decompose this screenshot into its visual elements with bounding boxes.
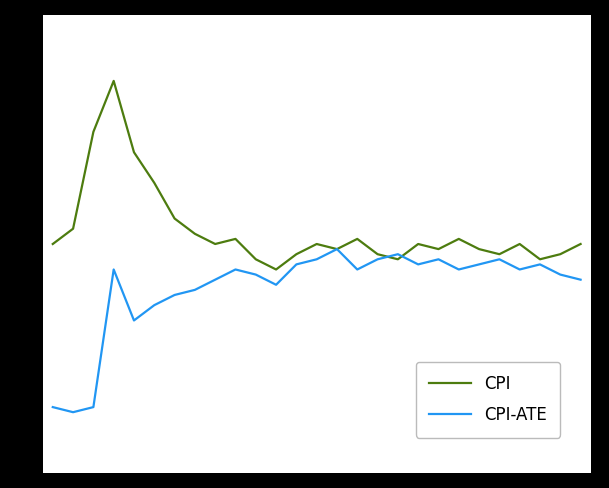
CPI bbox=[415, 241, 422, 247]
CPI-ATE bbox=[455, 266, 462, 272]
CPI-ATE bbox=[191, 287, 199, 293]
CPI bbox=[394, 256, 401, 262]
CPI bbox=[171, 216, 178, 222]
CPI-ATE bbox=[69, 409, 77, 415]
CPI-ATE bbox=[293, 262, 300, 267]
CPI-ATE bbox=[232, 266, 239, 272]
CPI bbox=[435, 246, 442, 252]
CPI bbox=[232, 236, 239, 242]
CPI-ATE bbox=[577, 277, 584, 283]
CPI bbox=[496, 251, 503, 257]
CPI-ATE bbox=[496, 256, 503, 262]
CPI bbox=[211, 241, 219, 247]
CPI-ATE bbox=[130, 318, 138, 324]
CPI-ATE bbox=[313, 256, 320, 262]
CPI bbox=[333, 246, 340, 252]
CPI-ATE bbox=[537, 262, 544, 267]
CPI-ATE bbox=[476, 262, 483, 267]
Legend: CPI, CPI-ATE: CPI, CPI-ATE bbox=[416, 362, 560, 438]
CPI-ATE bbox=[354, 266, 361, 272]
CPI-ATE bbox=[211, 277, 219, 283]
CPI-ATE bbox=[49, 404, 57, 410]
CPI-ATE bbox=[557, 272, 564, 278]
CPI-ATE bbox=[333, 246, 340, 252]
CPI bbox=[49, 241, 57, 247]
CPI bbox=[191, 231, 199, 237]
CPI bbox=[577, 241, 584, 247]
CPI bbox=[90, 129, 97, 135]
CPI-ATE bbox=[394, 251, 401, 257]
CPI-ATE bbox=[435, 256, 442, 262]
CPI-ATE bbox=[150, 302, 158, 308]
CPI bbox=[150, 180, 158, 186]
CPI bbox=[69, 226, 77, 232]
CPI bbox=[537, 256, 544, 262]
CPI-ATE bbox=[374, 256, 381, 262]
CPI-ATE bbox=[90, 404, 97, 410]
Line: CPI: CPI bbox=[53, 81, 580, 269]
CPI bbox=[476, 246, 483, 252]
CPI-ATE bbox=[272, 282, 280, 288]
CPI bbox=[252, 256, 259, 262]
CPI-ATE bbox=[171, 292, 178, 298]
CPI bbox=[293, 251, 300, 257]
CPI-ATE bbox=[110, 266, 118, 272]
Line: CPI-ATE: CPI-ATE bbox=[53, 249, 580, 412]
CPI bbox=[455, 236, 462, 242]
CPI bbox=[110, 78, 118, 84]
CPI bbox=[130, 149, 138, 155]
CPI-ATE bbox=[252, 272, 259, 278]
CPI bbox=[374, 251, 381, 257]
CPI bbox=[354, 236, 361, 242]
CPI-ATE bbox=[516, 266, 523, 272]
CPI bbox=[557, 251, 564, 257]
CPI bbox=[313, 241, 320, 247]
CPI bbox=[272, 266, 280, 272]
CPI-ATE bbox=[415, 262, 422, 267]
CPI bbox=[516, 241, 523, 247]
